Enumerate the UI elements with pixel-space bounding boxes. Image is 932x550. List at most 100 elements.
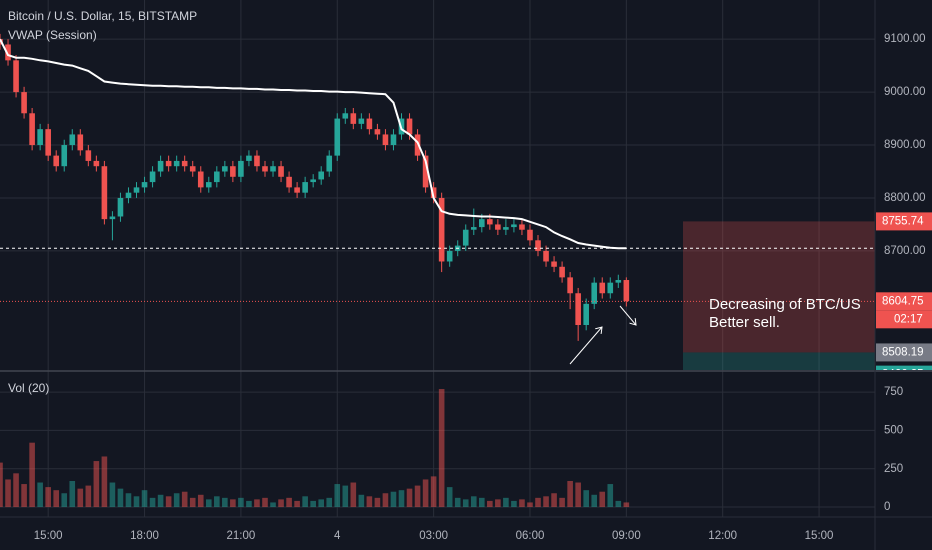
candle-body [93,160,100,167]
candle-body [197,171,204,188]
candle-body [254,155,260,167]
volume-bar [559,497,565,508]
volume-pane [0,389,630,508]
x-tick-label: 03:00 [419,530,448,542]
candle-body [29,113,35,146]
candle-body [519,224,525,230]
volume-label: Vol (20) [8,381,49,395]
volume-bar [358,494,365,508]
volume-bar [270,502,276,508]
volume-bar [21,484,27,508]
candle-body [575,293,581,326]
volume-bar [278,499,284,508]
volume-bar [342,485,349,508]
candle-body [109,216,116,220]
candle-body [607,282,614,294]
volume-tick-label: 500 [884,424,903,436]
candle-body [350,113,357,124]
volume-bar [286,497,292,508]
candle-body [181,160,188,167]
candle-body [470,227,477,230]
candle-body [543,250,549,262]
volume-bar [430,476,437,508]
volume-bar [214,496,220,508]
axis-labels: 8700.00 8800.00 8900.00 9000.00 9100.00 0 250 5… [34,33,926,542]
price-box-label: 8604.75 [882,295,924,307]
candle-body [238,160,244,177]
volume-bar [133,496,140,508]
countdown-box [876,310,932,329]
volume-bar [157,494,164,508]
volume-bar [117,488,124,508]
volume-bar [414,485,421,508]
volume-bar [5,479,11,508]
candle-body [189,166,196,172]
price-pane [0,33,875,370]
candle-body [615,280,622,283]
candle-body [495,224,501,230]
candle-body [358,118,365,124]
drawn-arrow [569,327,602,365]
volume-bar [615,500,622,508]
volume-bar [197,494,204,508]
candle-body [5,44,11,61]
candle-body [430,187,437,198]
candle-body [157,160,164,172]
candle-body [559,266,565,278]
candle-body [527,229,533,241]
volume-bar [398,490,405,508]
volume-bar [181,491,188,508]
x-tick-label: 09:00 [612,530,641,542]
volume-bar [13,473,19,508]
price-box [876,212,932,231]
volume-bar [109,482,116,508]
annotation-line: Better sell. [709,314,780,331]
volume-bar [230,499,236,508]
volume-bar [29,442,35,508]
volume-bar [479,497,485,508]
volume-bar [382,493,389,508]
candle-body [61,145,68,167]
volume-bar [607,484,614,508]
candle-body [535,240,541,251]
candle-body [366,118,373,130]
candle-body [591,282,598,304]
volume-bar [366,496,373,508]
volume-bar [302,496,308,508]
volume-bar [238,497,244,508]
candle-body [173,160,180,167]
grid [0,0,875,517]
candle-body [222,166,228,172]
candle-body [141,182,148,188]
volume-bar [503,497,509,508]
volume-bar [462,499,469,508]
candle-body [310,179,316,183]
candle-body [149,171,156,183]
volume-bar [535,497,541,508]
volume-bar [334,484,341,508]
candle-body [374,129,381,135]
volume-tick-label: 250 [884,463,903,475]
volume-bar [470,496,477,508]
volume-bar [519,499,525,508]
volume-bar [495,499,501,508]
price-box [876,365,932,370]
volume-bar [173,493,180,508]
volume-bar [543,496,549,508]
x-tick-label: 15:00 [805,530,834,542]
volume-tick-label: 0 [884,501,890,513]
volume-bar [374,497,381,508]
x-tick-label: 12:00 [708,530,737,542]
price-box [876,343,932,362]
volume-bar [422,479,429,508]
candle-body [294,187,300,193]
candle-body [382,134,389,146]
candle-body [21,92,27,114]
candle-body [334,118,341,156]
volume-bar [189,497,196,508]
volume-bar [294,500,300,508]
candle-body [246,155,252,161]
volume-bar [254,499,260,508]
